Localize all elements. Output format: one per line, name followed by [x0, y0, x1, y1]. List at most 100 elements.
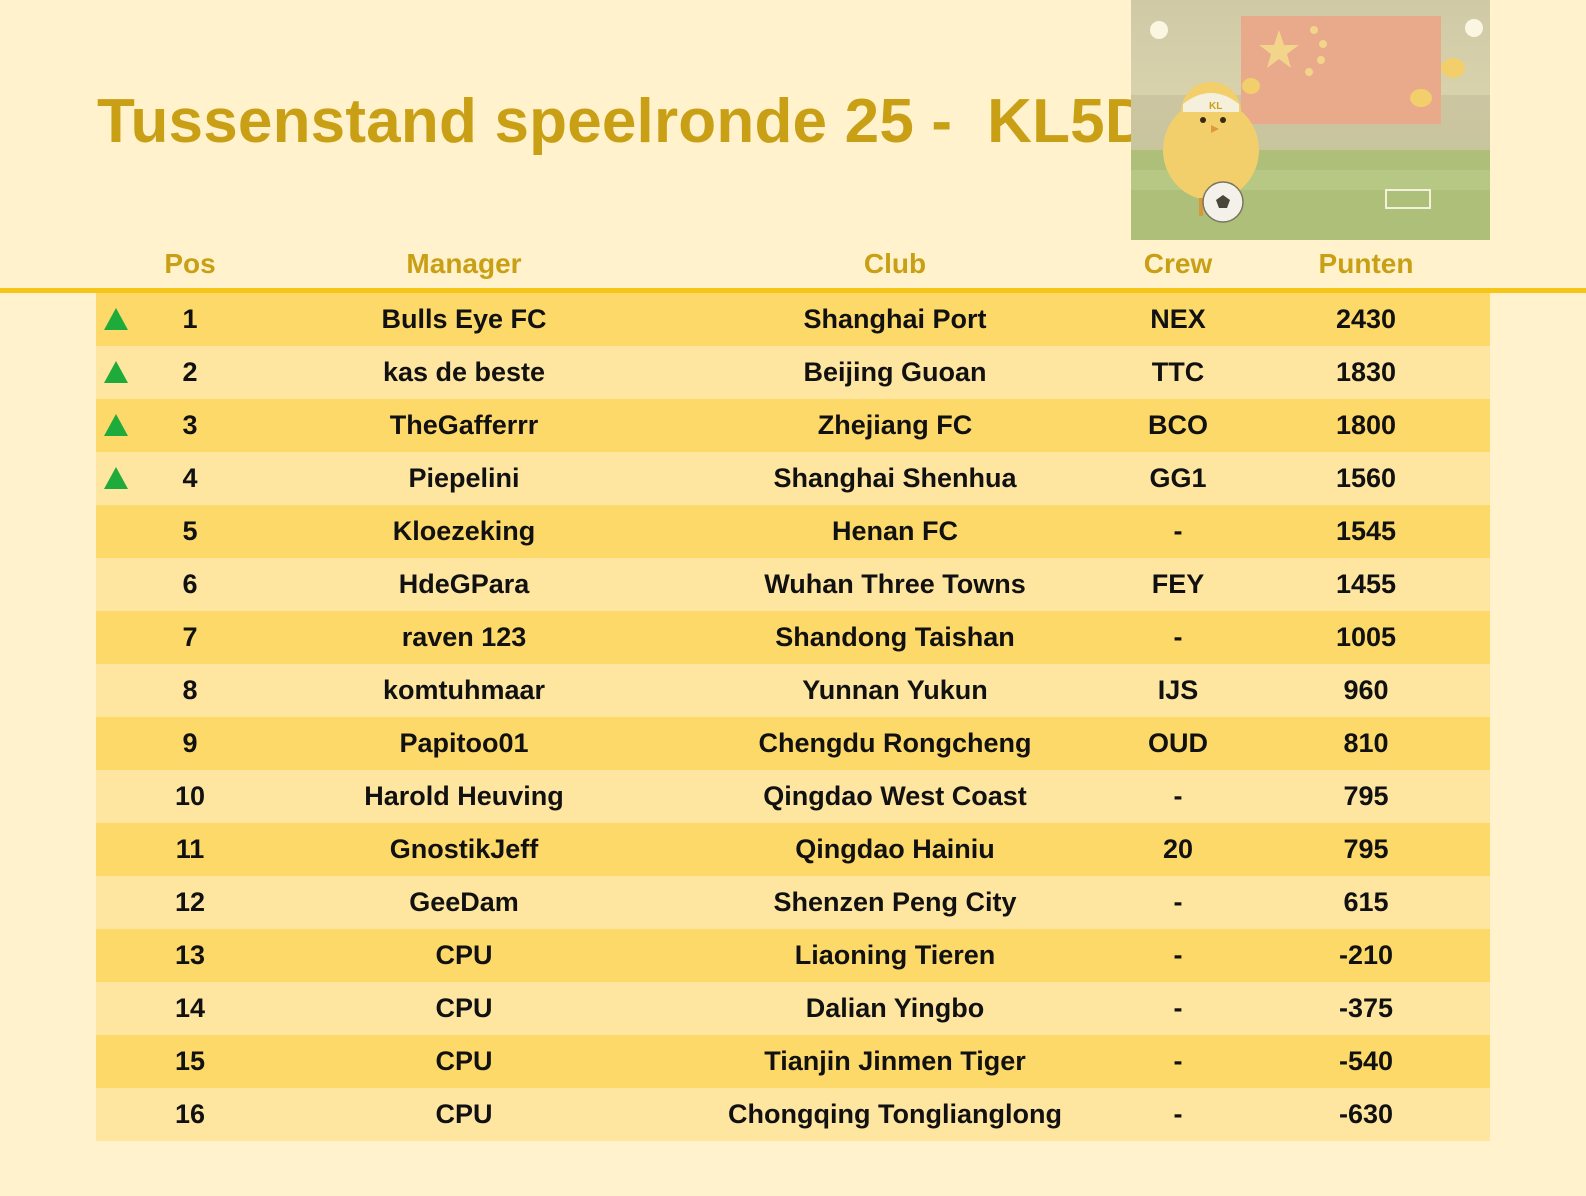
- cell-points: 960: [1343, 675, 1389, 705]
- badge-text: KL: [1209, 101, 1222, 112]
- cell-pos: 12: [174, 887, 206, 917]
- table-row: 15 CPU Tianjin Jinmen Tiger - -540: [96, 1035, 1490, 1088]
- cell-manager: TheGafferrr: [389, 410, 539, 440]
- flag-icon: [1241, 16, 1441, 124]
- cell-club: Shenzen Peng City: [773, 887, 1017, 917]
- header-divider: [0, 288, 1586, 293]
- table-row: 7 raven 123 Shandong Taishan - 1005: [96, 611, 1490, 664]
- cell-points: -630: [1338, 1099, 1394, 1129]
- stadium-light-icon: [1150, 21, 1168, 39]
- cell-points: 1545: [1335, 516, 1397, 546]
- cell-pos: 15: [174, 1046, 206, 1076]
- table-row: 4 Piepelini Shanghai Shenhua GG1 1560: [96, 452, 1490, 505]
- cell-crew: -: [1173, 887, 1183, 917]
- cell-club: Chongqing Tonglianglong: [728, 1099, 1062, 1129]
- cell-pos: 1: [182, 304, 198, 334]
- cell-pos: 7: [182, 622, 198, 652]
- cell-club: Beijing Guoan: [803, 357, 987, 387]
- cell-crew: BCO: [1148, 410, 1208, 440]
- cell-club: Chengdu Rongcheng: [758, 728, 1032, 758]
- hero-image: KL: [1131, 0, 1490, 240]
- cell-crew: -: [1173, 993, 1183, 1023]
- cell-points: 1800: [1335, 410, 1397, 440]
- cell-club: Shandong Taishan: [775, 622, 1015, 652]
- cell-crew: -: [1173, 781, 1183, 811]
- cell-crew: -: [1173, 1046, 1183, 1076]
- cell-points: 795: [1343, 781, 1389, 811]
- cell-manager: Kloezeking: [392, 516, 536, 546]
- trend-up-icon: [104, 361, 128, 383]
- cell-crew: TTC: [1151, 357, 1205, 387]
- cell-points: -540: [1338, 1046, 1394, 1076]
- standings-table: 1 Bulls Eye FC Shanghai Port NEX 2430 2 kas de…: [96, 293, 1490, 1141]
- cell-manager: kas de beste: [382, 357, 546, 387]
- cell-manager: CPU: [435, 1099, 493, 1129]
- cell-points: 2430: [1335, 304, 1397, 334]
- cell-crew: NEX: [1150, 304, 1206, 334]
- cell-pos: 11: [175, 834, 205, 864]
- column-header-punten: Punten: [1318, 248, 1414, 279]
- trend-up-icon: [104, 308, 128, 330]
- cell-manager: Papitoo01: [399, 728, 529, 758]
- cell-pos: 5: [182, 516, 198, 546]
- cell-pos: 2: [182, 357, 198, 387]
- cell-club: Henan FC: [831, 516, 959, 546]
- cell-manager: CPU: [435, 1046, 493, 1076]
- table-row: 2 kas de beste Beijing Guoan TTC 1830: [96, 346, 1490, 399]
- table-row: 3 TheGafferrr Zhejiang FC BCO 1800: [96, 399, 1490, 452]
- cell-pos: 16: [174, 1099, 206, 1129]
- cell-points: 615: [1343, 887, 1389, 917]
- cell-club: Liaoning Tieren: [794, 940, 996, 970]
- cell-club: Shanghai Port: [803, 304, 987, 334]
- cell-crew: -: [1173, 516, 1183, 546]
- cell-manager: GeeDam: [409, 887, 519, 917]
- cell-crew: 20: [1162, 834, 1194, 864]
- cell-manager: CPU: [435, 993, 493, 1023]
- cell-points: -210: [1338, 940, 1394, 970]
- table-header: Pos Manager Club Crew Punten: [0, 248, 1586, 292]
- cell-club: Wuhan Three Towns: [764, 569, 1026, 599]
- cell-points: -375: [1338, 993, 1394, 1023]
- trend-up-icon: [104, 467, 128, 489]
- cell-crew: -: [1173, 622, 1183, 652]
- cell-crew: -: [1173, 940, 1183, 970]
- table-row: 10 Harold Heuving Qingdao West Coast - 795: [96, 770, 1490, 823]
- cell-points: 795: [1343, 834, 1389, 864]
- cell-club: Tianjin Jinmen Tiger: [764, 1046, 1026, 1076]
- cell-points: 1560: [1335, 463, 1397, 493]
- cell-pos: 9: [182, 728, 198, 758]
- cell-manager: Piepelini: [408, 463, 520, 493]
- table-row: 6 HdeGPara Wuhan Three Towns FEY 1455: [96, 558, 1490, 611]
- table-row: 1 Bulls Eye FC Shanghai Port NEX 2430: [96, 293, 1490, 346]
- table-row: 14 CPU Dalian Yingbo - -375: [96, 982, 1490, 1035]
- cell-pos: 10: [174, 781, 206, 811]
- cell-club: Qingdao Hainiu: [795, 834, 995, 864]
- cell-manager: Harold Heuving: [364, 781, 564, 811]
- cell-points: 1005: [1335, 622, 1397, 652]
- cell-crew: GG1: [1149, 463, 1207, 493]
- trend-up-icon: [104, 414, 128, 436]
- cell-crew: IJS: [1157, 675, 1199, 705]
- cell-club: Qingdao West Coast: [763, 781, 1027, 811]
- cell-manager: CPU: [435, 940, 493, 970]
- cell-points: 810: [1343, 728, 1389, 758]
- cell-club: Shanghai Shenhua: [773, 463, 1017, 493]
- cell-club: Yunnan Yukun: [802, 675, 988, 705]
- cell-pos: 6: [182, 569, 198, 599]
- cell-pos: 13: [174, 940, 206, 970]
- table-row: 8 komtuhmaar Yunnan Yukun IJS 960: [96, 664, 1490, 717]
- table-row: 13 CPU Liaoning Tieren - -210: [96, 929, 1490, 982]
- cell-manager: Bulls Eye FC: [381, 304, 547, 334]
- cell-pos: 14: [174, 993, 206, 1023]
- cell-manager: GnostikJeff: [389, 834, 539, 864]
- table-row: 11 GnostikJeff Qingdao Hainiu 20 795: [96, 823, 1490, 876]
- column-header-crew: Crew: [1143, 248, 1213, 279]
- page-title: Tussenstand speelronde 25 - KL5D: [97, 87, 1150, 156]
- cell-club: Dalian Yingbo: [805, 993, 985, 1023]
- cell-pos: 8: [182, 675, 198, 705]
- column-header-pos: Pos: [164, 248, 216, 279]
- cell-points: 1830: [1335, 357, 1397, 387]
- column-header-club: Club: [863, 248, 927, 279]
- cell-manager: HdeGPara: [398, 569, 530, 599]
- column-header-manager: Manager: [406, 248, 522, 279]
